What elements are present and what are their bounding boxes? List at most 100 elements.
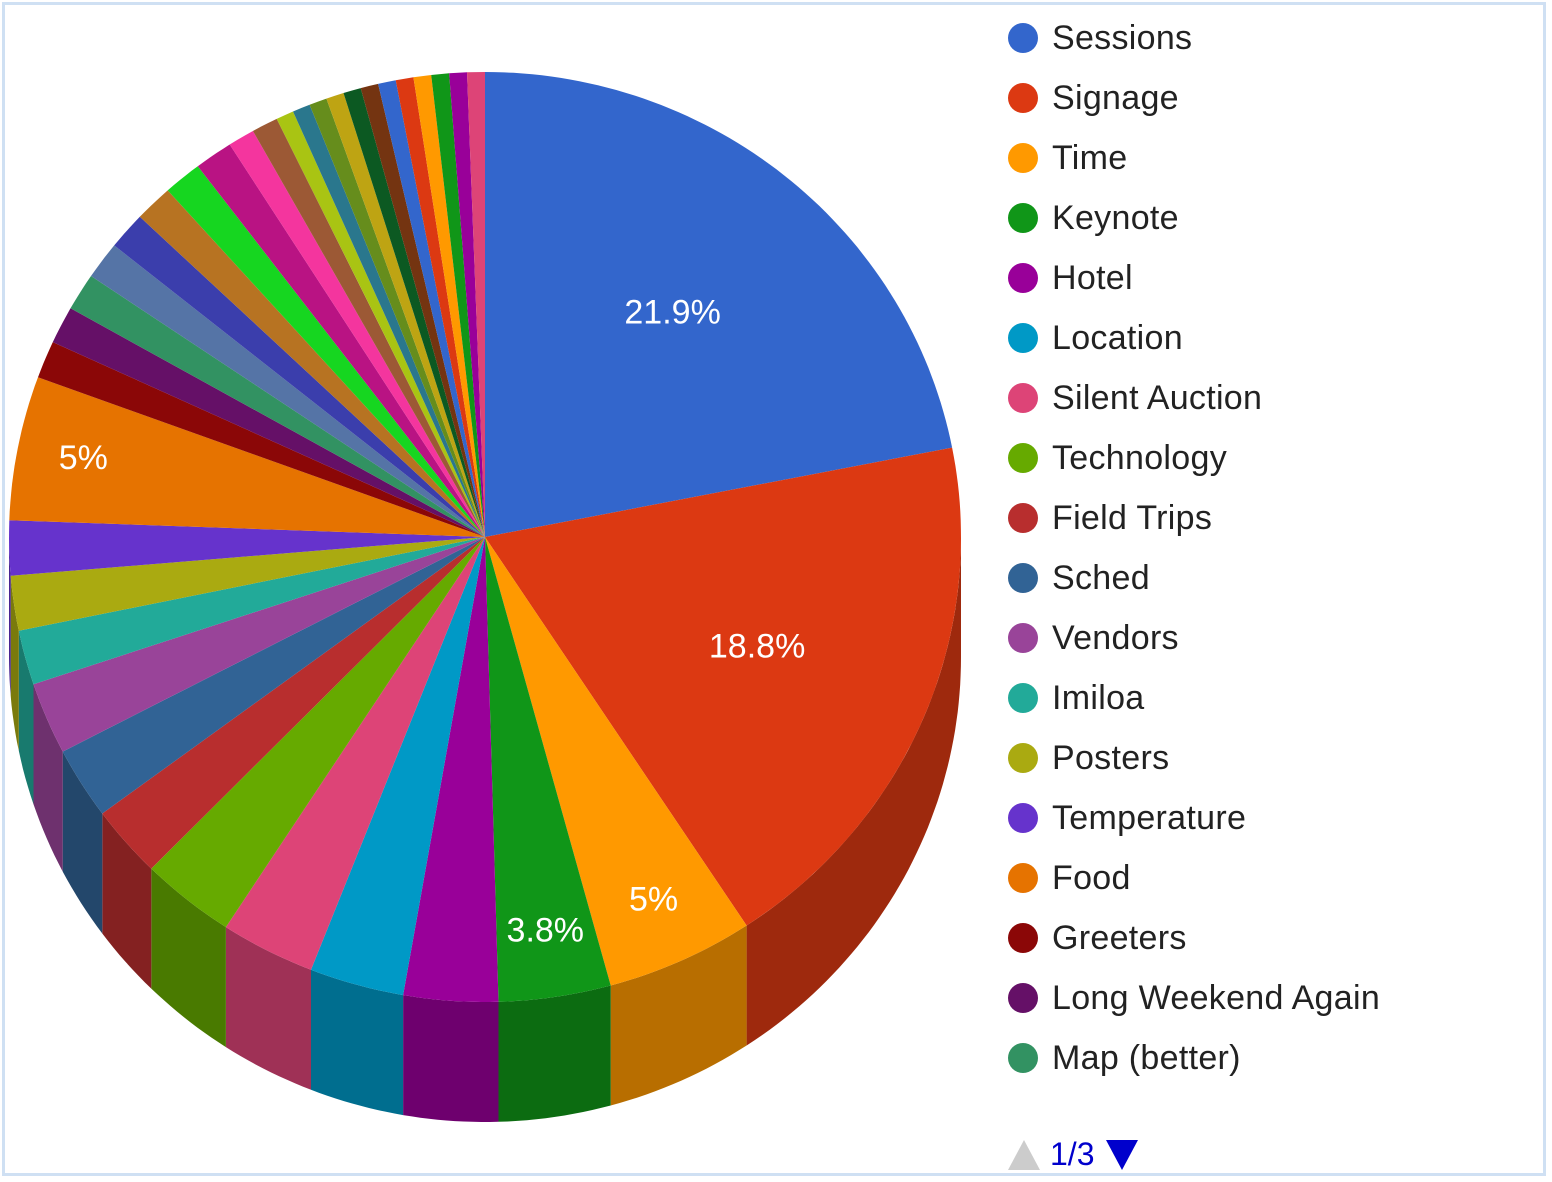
legend-label: Greeters [1052, 918, 1187, 957]
legend-pager: 1/3 [1008, 1136, 1139, 1173]
pie-slice-side [33, 684, 63, 872]
pie-slice[interactable] [485, 537, 747, 986]
pie-slice[interactable] [311, 537, 485, 996]
pie-slice[interactable] [197, 144, 486, 538]
legend-swatch-icon [1008, 563, 1038, 593]
legend-swatch-icon [1008, 743, 1038, 773]
legend-item[interactable]: Location [1008, 308, 1528, 368]
pie-slice[interactable] [293, 104, 485, 537]
legend-swatch-icon [1008, 143, 1038, 173]
pie-slice[interactable] [9, 520, 485, 576]
pie-slice[interactable] [18, 537, 486, 685]
pie-slice[interactable] [102, 537, 486, 869]
legend-label: Food [1052, 858, 1131, 897]
pie-slice-side [62, 751, 103, 934]
legend-label: Location [1052, 318, 1183, 357]
pie-slice[interactable] [139, 190, 486, 537]
pie-slice-side [498, 985, 611, 1122]
pie-chart: 21.9% 18.8% 5% 3.8% 5% [9, 72, 961, 1122]
pie-slice[interactable] [167, 166, 485, 537]
legend: Sessions Signage Time Keynote Hotel Location S… [1008, 8, 1528, 1088]
legend-swatch-icon [1008, 623, 1038, 653]
legend-item[interactable]: Hotel [1008, 248, 1528, 308]
pie-slice[interactable] [360, 83, 485, 538]
legend-item[interactable]: Long Weekend Again [1008, 968, 1528, 1028]
legend-swatch-icon [1008, 383, 1038, 413]
legend-swatch-icon [1008, 23, 1038, 53]
pie-slice[interactable] [225, 537, 485, 970]
pie-slice[interactable] [52, 308, 486, 537]
legend-label: Sessions [1052, 18, 1193, 57]
legend-item[interactable]: Time [1008, 128, 1528, 188]
pie-slice[interactable] [229, 131, 485, 537]
pie-slice[interactable] [485, 537, 611, 1002]
pie-slice[interactable] [485, 447, 961, 926]
legend-item[interactable]: Temperature [1008, 788, 1528, 848]
pie-slice[interactable] [252, 118, 485, 538]
pie-slice[interactable] [9, 377, 486, 537]
pager-prev-arrow-icon[interactable] [1008, 1139, 1040, 1170]
legend-item[interactable]: Field Trips [1008, 488, 1528, 548]
legend-label: Time [1052, 138, 1128, 177]
legend-swatch-icon [1008, 983, 1038, 1013]
pie-slice[interactable] [276, 111, 485, 538]
pie-slice[interactable] [151, 537, 486, 928]
pie-side-walls [9, 537, 961, 1122]
legend-item[interactable]: Posters [1008, 728, 1528, 788]
pie-data-label: 18.8% [709, 628, 805, 666]
pie-slice[interactable] [326, 93, 485, 537]
legend-label: Temperature [1052, 798, 1247, 837]
pie-slice[interactable] [403, 537, 499, 1002]
pie-slice[interactable] [413, 75, 485, 537]
legend-swatch-icon [1008, 83, 1038, 113]
legend-label: Hotel [1052, 258, 1133, 297]
pager-next-arrow-icon[interactable] [1106, 1139, 1139, 1170]
pie-slice[interactable] [38, 342, 485, 537]
legend-item[interactable]: Sched [1008, 548, 1528, 608]
legend-item[interactable]: Signage [1008, 68, 1528, 128]
pie-slice[interactable] [378, 80, 485, 538]
pie-slice-side [18, 630, 34, 805]
legend-swatch-icon [1008, 263, 1038, 293]
legend-item[interactable]: Keynote [1008, 188, 1528, 248]
legend-item[interactable]: Vendors [1008, 608, 1528, 668]
legend-label: Map (better) [1052, 1038, 1241, 1077]
pie-slice[interactable] [91, 245, 485, 537]
legend-item[interactable]: Technology [1008, 428, 1528, 488]
legend-item[interactable]: Food [1008, 848, 1528, 908]
pie-data-label: 21.9% [624, 293, 720, 331]
pie-slice[interactable] [343, 88, 486, 537]
legend-label: Vendors [1052, 618, 1179, 657]
pie-slice[interactable] [10, 537, 485, 631]
legend-item[interactable]: Silent Auction [1008, 368, 1528, 428]
legend-item[interactable]: Imiloa [1008, 668, 1528, 728]
pie-slice[interactable] [431, 73, 485, 538]
pie-slice[interactable] [33, 537, 486, 752]
pie-data-labels: 21.9% 18.8% 5% 3.8% 5% [59, 293, 806, 949]
pie-slice[interactable] [114, 216, 485, 538]
pie-slice-side [151, 868, 226, 1048]
pie-slice[interactable] [62, 537, 485, 814]
pie-slice[interactable] [70, 276, 486, 537]
pie-slices [9, 72, 961, 1002]
pie-slice-side [102, 813, 152, 989]
legend-item[interactable]: Map (better) [1008, 1028, 1528, 1088]
pie-slice-side [311, 969, 404, 1116]
legend-swatch-icon [1008, 503, 1038, 533]
legend-label: Silent Auction [1052, 378, 1263, 417]
pie-slice-side [610, 925, 747, 1106]
pie-slice[interactable] [395, 77, 485, 538]
legend-item[interactable]: Sessions [1008, 8, 1528, 68]
legend-swatch-icon [1008, 443, 1038, 473]
pie-slice[interactable] [449, 72, 485, 538]
pie-slice[interactable] [467, 72, 485, 537]
pie-slice[interactable] [485, 72, 953, 537]
legend-item[interactable]: Greeters [1008, 908, 1528, 968]
pie-slice[interactable] [309, 98, 485, 537]
legend-label: Field Trips [1052, 498, 1213, 537]
legend-swatch-icon [1008, 203, 1038, 233]
legend-label: Imiloa [1052, 678, 1145, 717]
legend-swatch-icon [1008, 683, 1038, 713]
legend-swatch-icon [1008, 863, 1038, 893]
